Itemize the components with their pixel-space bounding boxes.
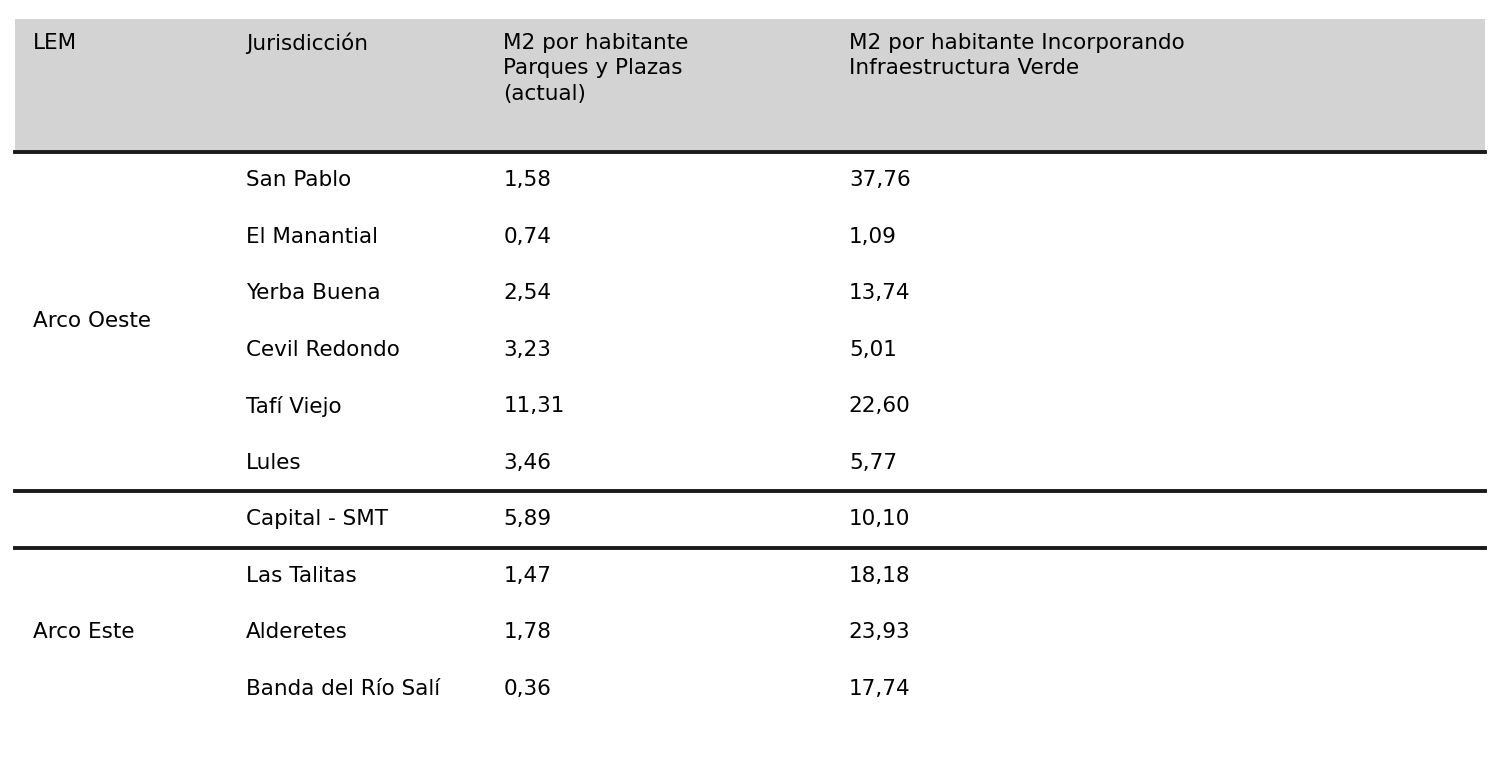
Text: LEM: LEM	[33, 33, 76, 52]
Text: Capital - SMT: Capital - SMT	[246, 509, 388, 529]
Text: 5,01: 5,01	[849, 340, 897, 360]
Text: Arco Oeste: Arco Oeste	[33, 311, 152, 332]
Text: 37,76: 37,76	[849, 170, 910, 190]
Text: Cevil Redondo: Cevil Redondo	[246, 340, 400, 360]
Text: M2 por habitante
Parques y Plazas
(actual): M2 por habitante Parques y Plazas (actua…	[504, 33, 688, 104]
Text: 1,78: 1,78	[504, 622, 552, 642]
Text: Arco Este: Arco Este	[33, 622, 135, 642]
Text: Lules: Lules	[246, 453, 302, 473]
Text: 5,89: 5,89	[504, 509, 552, 529]
Bar	[15, 152, 1485, 717]
Text: Tafí Viejo: Tafí Viejo	[246, 395, 342, 417]
Text: 18,18: 18,18	[849, 566, 910, 586]
Text: 17,74: 17,74	[849, 679, 910, 699]
Text: Alderetes: Alderetes	[246, 622, 348, 642]
Text: 5,77: 5,77	[849, 453, 897, 473]
Text: 23,93: 23,93	[849, 622, 910, 642]
Text: 1,09: 1,09	[849, 227, 897, 247]
Text: Yerba Buena: Yerba Buena	[246, 283, 381, 303]
Text: 3,46: 3,46	[504, 453, 552, 473]
Text: Banda del Río Salí: Banda del Río Salí	[246, 679, 441, 699]
Text: 1,47: 1,47	[504, 566, 552, 586]
Bar	[15, 19, 1485, 152]
Text: 13,74: 13,74	[849, 283, 910, 303]
Text: Jurisdicción: Jurisdicción	[246, 33, 368, 54]
Text: El Manantial: El Manantial	[246, 227, 378, 247]
Text: 3,23: 3,23	[504, 340, 552, 360]
Text: 0,74: 0,74	[504, 227, 552, 247]
Text: 2,54: 2,54	[504, 283, 552, 303]
Text: 22,60: 22,60	[849, 396, 910, 416]
Text: 1,58: 1,58	[504, 170, 552, 190]
Text: San Pablo: San Pablo	[246, 170, 351, 190]
Text: 11,31: 11,31	[504, 396, 566, 416]
Text: M2 por habitante Incorporando
Infraestructura Verde: M2 por habitante Incorporando Infraestru…	[849, 33, 1185, 78]
Text: 0,36: 0,36	[504, 679, 552, 699]
Text: Las Talitas: Las Talitas	[246, 566, 357, 586]
Text: 10,10: 10,10	[849, 509, 910, 529]
